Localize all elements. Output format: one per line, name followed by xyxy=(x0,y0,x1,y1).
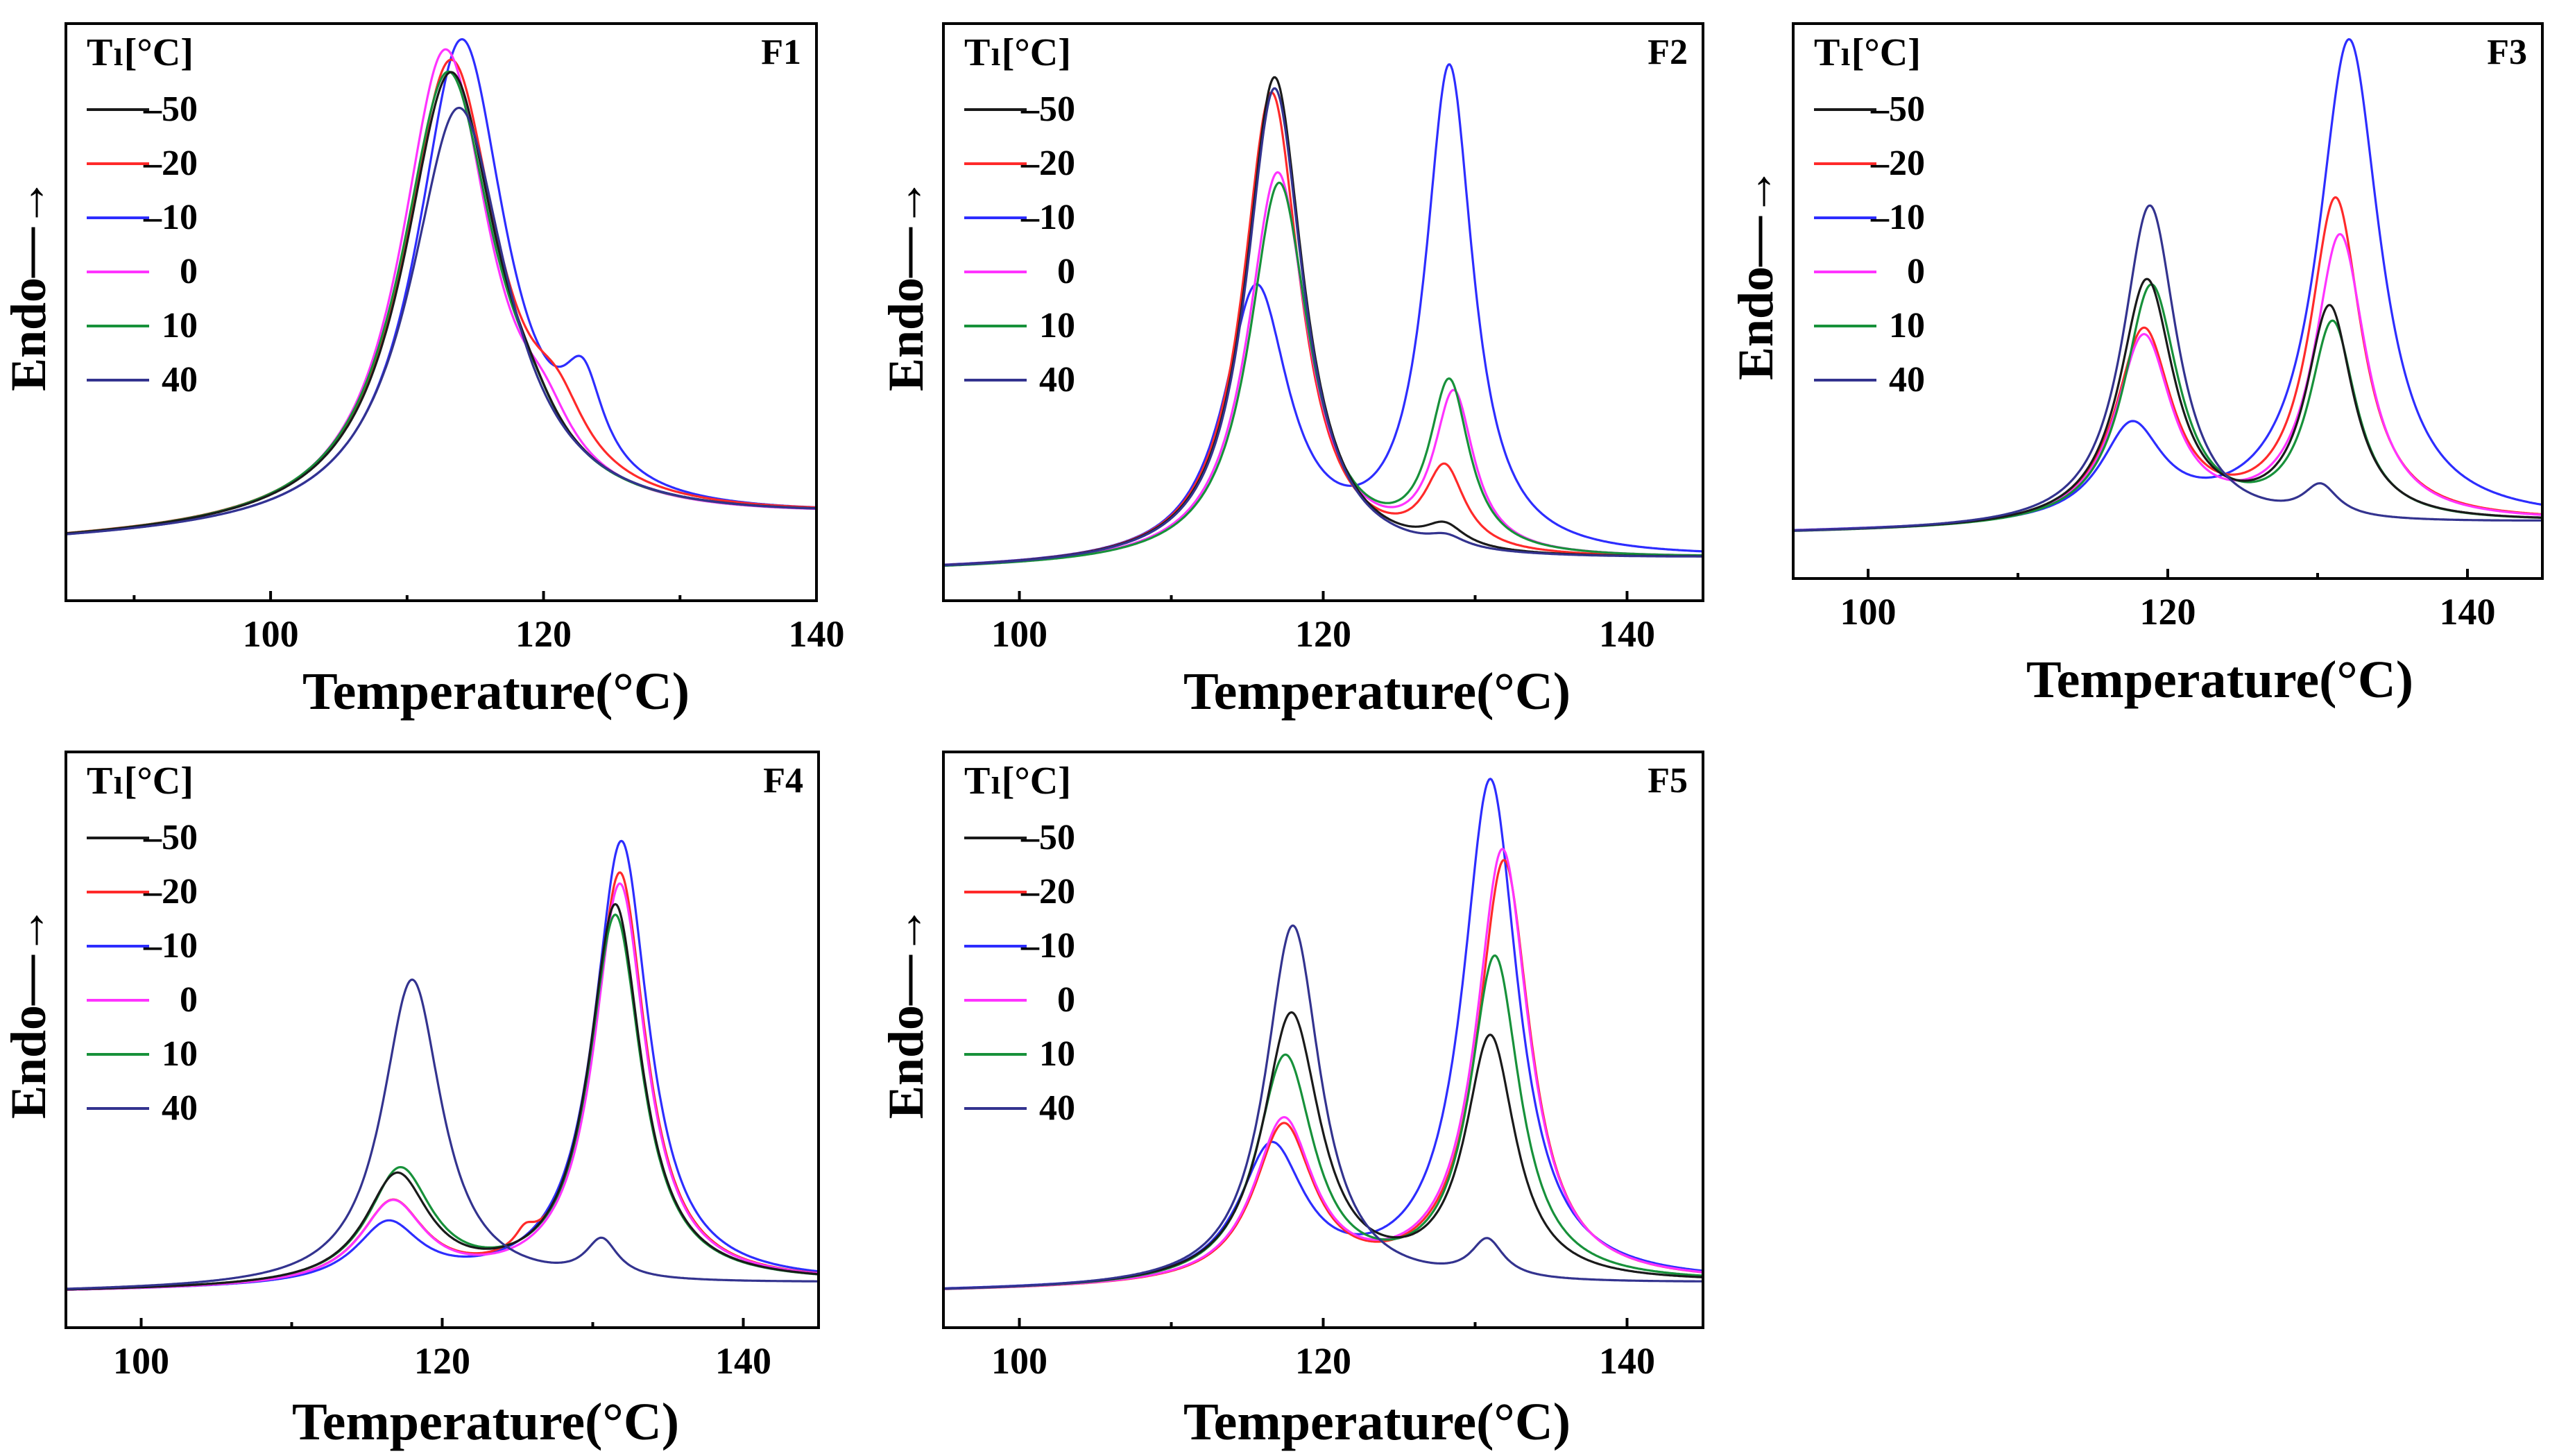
legend-label: 0 xyxy=(1907,252,1925,291)
x-tick-label: 140 xyxy=(1599,1340,1655,1382)
x-tick-label: 100 xyxy=(1840,591,1897,633)
x-axis-label: Temperature(°C) xyxy=(302,662,690,721)
legend-label: 0 xyxy=(180,252,198,291)
legend-label: 40 xyxy=(1039,360,1075,400)
legend-label: 40 xyxy=(1039,1088,1075,1128)
x-tick-label: 120 xyxy=(1295,1340,1351,1382)
legend-label: –50 xyxy=(1020,89,1075,129)
x-axis-label: Temperature(°C) xyxy=(292,1393,679,1451)
y-axis-label: Endo—→ xyxy=(1,178,56,391)
curve-f1-series-5 xyxy=(66,106,816,536)
legend-label: –20 xyxy=(143,144,198,183)
legend-label: 10 xyxy=(162,1034,198,1074)
curve-f4-series-5 xyxy=(66,978,819,1290)
y-axis-label: Endo—→ xyxy=(1728,166,1783,380)
legend-label: –10 xyxy=(1020,926,1075,966)
panel-label: F2 xyxy=(1648,33,1688,72)
y-axis-label: Endo—→ xyxy=(878,905,934,1119)
legend-label: 10 xyxy=(1039,306,1075,345)
curve-f2-series-5 xyxy=(943,87,1703,567)
x-tick-label: 100 xyxy=(991,613,1047,655)
x-tick-label: 100 xyxy=(991,1340,1047,1382)
y-axis-label: Endo—→ xyxy=(878,178,934,391)
legend-label: –50 xyxy=(1870,89,1925,129)
legend-label: 40 xyxy=(162,1088,198,1128)
x-tick-label: 140 xyxy=(789,613,845,655)
curve-group xyxy=(66,38,816,536)
x-tick-label: 120 xyxy=(1295,613,1351,655)
legend-label: –50 xyxy=(143,818,198,857)
x-axis-label: Temperature(°C) xyxy=(1183,1393,1571,1451)
legend-label: –10 xyxy=(1020,198,1075,237)
legend-title: Tₗ[°C] xyxy=(87,760,194,803)
x-tick-label: 120 xyxy=(515,613,572,655)
panel-label: F3 xyxy=(2487,33,2527,72)
curve-group xyxy=(66,839,819,1291)
legend-label: 0 xyxy=(180,980,198,1020)
x-axis-label: Temperature(°C) xyxy=(1183,662,1571,721)
x-tick-label: 100 xyxy=(243,613,299,655)
curve-group xyxy=(943,63,1703,567)
legend-label: –20 xyxy=(1020,872,1075,911)
x-tick-label: 120 xyxy=(2140,591,2196,633)
x-axis-label: Temperature(°C) xyxy=(2026,651,2413,709)
legend-label: 0 xyxy=(1057,252,1075,291)
x-tick-label: 100 xyxy=(113,1340,169,1382)
panel-f1: 100 120 140F1Temperature(°C)Endo—→Tₗ[°C]–5… xyxy=(1,22,845,721)
panel-f4: 100 120 140F4Temperature(°C)Endo—→Tₗ[°C]–5… xyxy=(1,751,820,1451)
panel-f3: 100 120 140F3Temperature(°C)Endo—→Tₗ[°C]–5… xyxy=(1728,22,2544,709)
legend-title: Tₗ[°C] xyxy=(1814,31,1921,74)
legend-label: 0 xyxy=(1057,980,1075,1020)
legend-title: Tₗ[°C] xyxy=(87,31,194,74)
legend-label: –20 xyxy=(143,872,198,911)
legend-label: 40 xyxy=(1889,360,1925,400)
x-tick-label: 120 xyxy=(414,1340,470,1382)
x-tick-label: 140 xyxy=(1599,613,1655,655)
legend-label: –20 xyxy=(1870,144,1925,183)
curve-f5-series-5 xyxy=(943,924,1703,1290)
legend-label: 10 xyxy=(162,306,198,345)
legend-label: –50 xyxy=(143,89,198,129)
legend-label: –50 xyxy=(1020,818,1075,857)
legend-label: –10 xyxy=(1870,198,1925,237)
plot-frame xyxy=(65,22,818,602)
panel-label: F5 xyxy=(1648,761,1688,800)
legend-label: 10 xyxy=(1039,1034,1075,1074)
panel-label: F1 xyxy=(761,33,801,72)
legend-label: –10 xyxy=(143,926,198,966)
panel-f2: 100 120 140F2Temperature(°C)Endo—→Tₗ[°C]–5… xyxy=(878,22,1704,721)
legend-label: –20 xyxy=(1020,144,1075,183)
x-tick-label: 140 xyxy=(2440,591,2496,633)
panel-f5: 100 120 140F5Temperature(°C)Endo—→Tₗ[°C]–5… xyxy=(878,751,1704,1451)
curve-group xyxy=(1793,37,2542,532)
curve-f3-series-5 xyxy=(1793,204,2542,532)
x-tick-label: 140 xyxy=(715,1340,771,1382)
curve-f4-series-0 xyxy=(66,902,819,1291)
legend-title: Tₗ[°C] xyxy=(964,760,1071,803)
legend-label: 40 xyxy=(162,360,198,400)
legend-label: 10 xyxy=(1889,306,1925,345)
panel-label: F4 xyxy=(763,761,803,800)
y-axis-label: Endo—→ xyxy=(1,905,56,1119)
curve-f5-series-1 xyxy=(943,859,1703,1290)
legend-title: Tₗ[°C] xyxy=(964,31,1071,74)
legend-label: –10 xyxy=(143,198,198,237)
curve-group xyxy=(943,778,1703,1290)
curve-f1-series-1 xyxy=(66,58,816,535)
